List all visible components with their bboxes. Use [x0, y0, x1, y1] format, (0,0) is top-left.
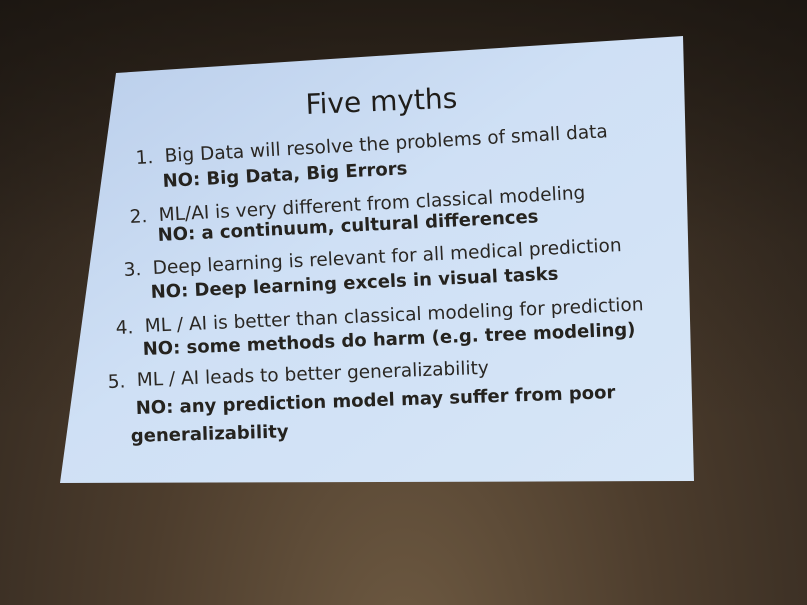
myth-number: 3. [123, 259, 142, 281]
myth-number: 2. [129, 206, 148, 228]
myth-number: 4. [115, 317, 134, 339]
myth-number: 5. [107, 371, 125, 393]
myth-number: 1. [135, 147, 154, 169]
slide-title: Five myths [305, 82, 458, 121]
myth-answer-continuation: generalizability [131, 421, 290, 447]
myth-item-2: 2. ML/AI is very different from classica… [129, 183, 586, 246]
slide-surface [60, 36, 694, 483]
